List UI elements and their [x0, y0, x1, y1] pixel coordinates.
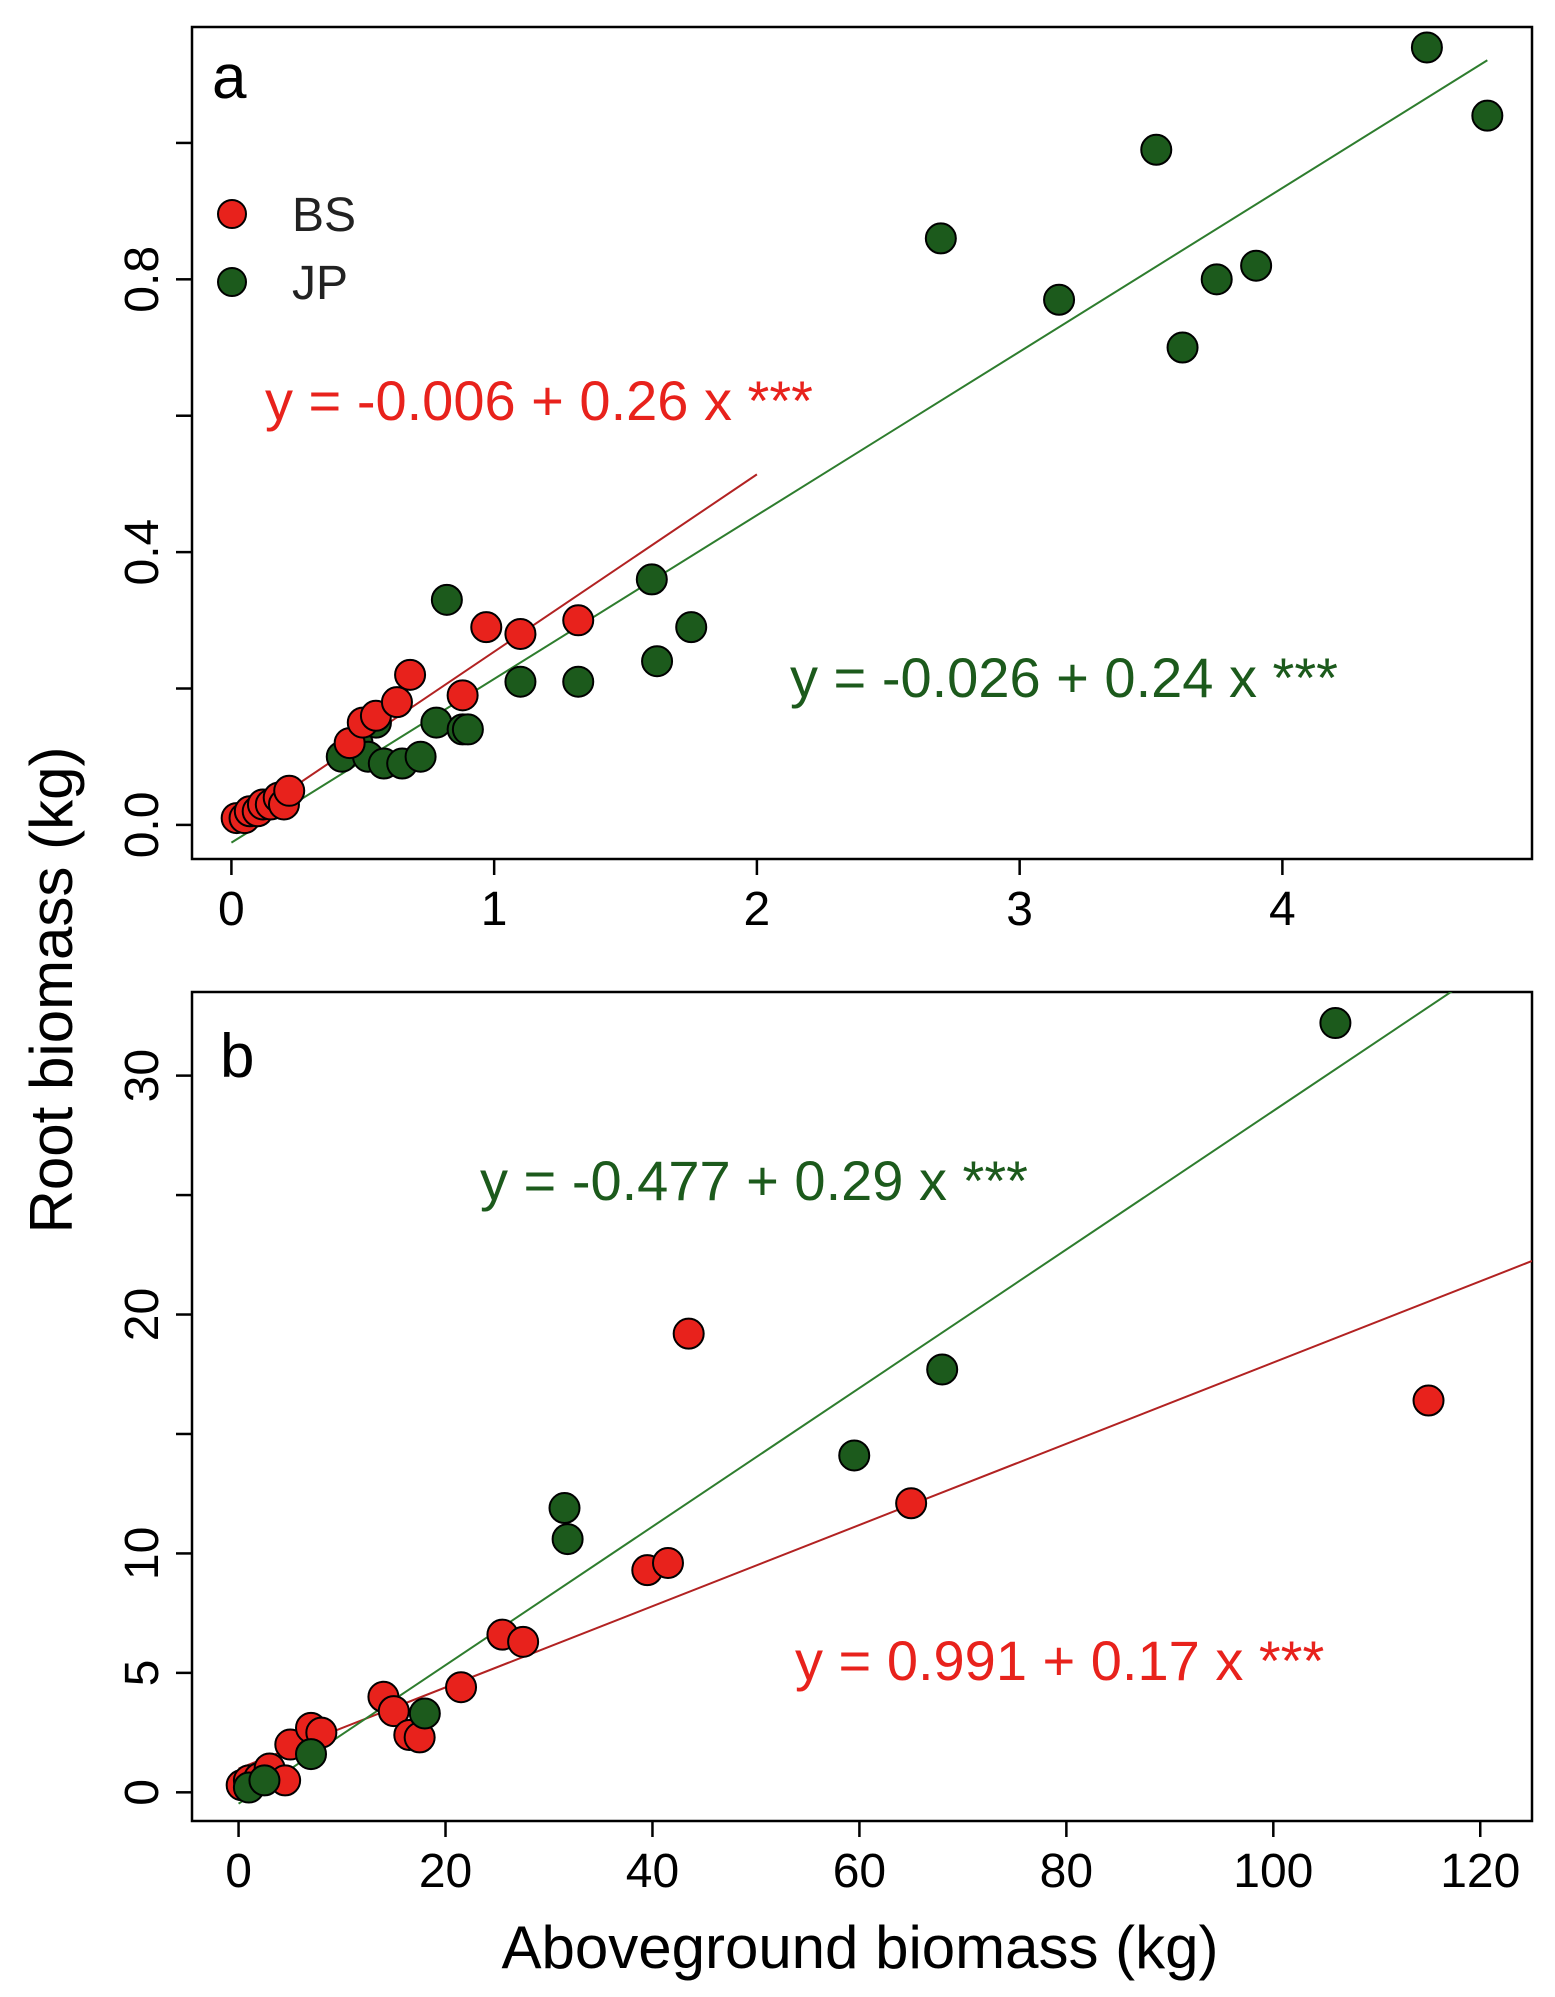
panel-label: a	[212, 43, 247, 112]
x-tick-label: 60	[833, 1845, 886, 1898]
data-point-jp	[1140, 133, 1173, 166]
equation-bs: y = 0.991 + 0.17 x ***	[795, 1629, 1324, 1692]
y-tick-label: 0	[116, 1779, 169, 1806]
data-point-jp	[294, 1738, 327, 1771]
data-point-bs	[1412, 1384, 1445, 1417]
data-point-bs	[470, 611, 503, 644]
x-tick-label: 3	[1006, 883, 1033, 936]
data-point-jp	[641, 645, 674, 678]
fit-line-bs	[238, 1260, 1532, 1770]
x-tick-label: 2	[744, 883, 771, 936]
x-tick-label: 1	[481, 883, 508, 936]
equation-jp: y = -0.026 + 0.24 x ***	[790, 646, 1338, 709]
data-point-bs	[651, 1546, 684, 1579]
equation-bs: y = -0.006 + 0.26 x ***	[265, 369, 813, 432]
legend: BS JP	[217, 189, 356, 310]
y-tick-label: 20	[116, 1288, 169, 1341]
plot-area	[220, 31, 1504, 844]
y-tick-label: 0.0	[116, 792, 169, 859]
data-point-jp	[408, 1697, 441, 1730]
data-point-jp	[635, 563, 668, 596]
legend-label-bs: BS	[292, 189, 356, 242]
data-point-jp	[1471, 99, 1504, 132]
data-point-jp	[562, 665, 595, 698]
data-point-bs	[394, 658, 427, 691]
fit-line-jp	[230, 59, 1488, 844]
data-point-jp	[420, 706, 453, 739]
data-point-bs	[672, 1317, 705, 1350]
y-tick-label: 30	[116, 1049, 169, 1102]
x-tick-label: 20	[419, 1845, 472, 1898]
x-tick-label: 100	[1233, 1845, 1313, 1898]
data-point-jp	[1319, 1007, 1352, 1040]
data-point-jp	[551, 1523, 584, 1556]
panel-a: 0 1 2 3 4 0.0 0.4 0.8 a BS JP y = -0.006 + 0.26 x *…	[116, 25, 1534, 936]
equation-jp: y = -0.477 + 0.29 x ***	[480, 1149, 1028, 1212]
legend-label-jp: JP	[292, 257, 348, 310]
y-tick-label: 5	[116, 1660, 169, 1687]
y-axis-title: Root biomass (kg)	[18, 747, 85, 1234]
x-tick-label: 40	[626, 1845, 679, 1898]
plot-area	[225, 992, 1532, 1805]
data-point-bs	[377, 1695, 410, 1728]
data-point-bs	[895, 1487, 928, 1520]
data-point-bs	[562, 604, 595, 637]
x-tick-label: 80	[1040, 1845, 1093, 1898]
data-point-bs	[380, 686, 413, 719]
y-tick-label: 10	[116, 1527, 169, 1580]
panel-b: 0 20 40 60 80 100 120 0 5 10 20 30 b y = 0.991 + 0.17…	[116, 990, 1534, 1898]
data-point-jp	[1410, 31, 1443, 64]
y-tick-label: 0.8	[116, 246, 169, 313]
data-point-jp	[451, 713, 484, 746]
x-tick-label: 0	[225, 1845, 252, 1898]
legend-marker-jp	[217, 267, 247, 297]
x-tick-label: 4	[1269, 883, 1296, 936]
panel-label: b	[220, 1022, 254, 1091]
plot-frame	[190, 990, 1534, 1823]
data-point-jp	[1200, 263, 1233, 296]
data-point-bs	[504, 617, 537, 650]
data-point-jp	[924, 222, 957, 255]
data-point-jp	[404, 740, 437, 773]
data-point-jp	[504, 665, 537, 698]
data-point-jp	[1240, 249, 1273, 282]
data-point-jp	[548, 1492, 581, 1525]
x-tick-label: 120	[1440, 1845, 1520, 1898]
data-point-jp	[1166, 331, 1199, 364]
data-point-jp	[675, 611, 708, 644]
data-point-bs	[446, 679, 479, 712]
data-point-bs	[445, 1671, 478, 1704]
data-point-bs	[507, 1625, 540, 1658]
data-point-jp	[1043, 283, 1076, 316]
data-point-jp	[838, 1439, 871, 1472]
data-point-bs	[273, 774, 306, 807]
plot-frame	[190, 25, 1534, 861]
y-tick-label: 0.4	[116, 519, 169, 586]
x-tick-label: 0	[218, 883, 245, 936]
fit-line-bs	[230, 473, 758, 830]
data-point-jp	[926, 1353, 959, 1386]
data-point-jp	[248, 1764, 281, 1797]
data-point-jp	[430, 583, 463, 616]
legend-marker-bs	[217, 199, 247, 229]
x-axis-title: Aboveground biomass (kg)	[501, 1914, 1218, 1981]
fit-line-jp	[238, 992, 1453, 1805]
